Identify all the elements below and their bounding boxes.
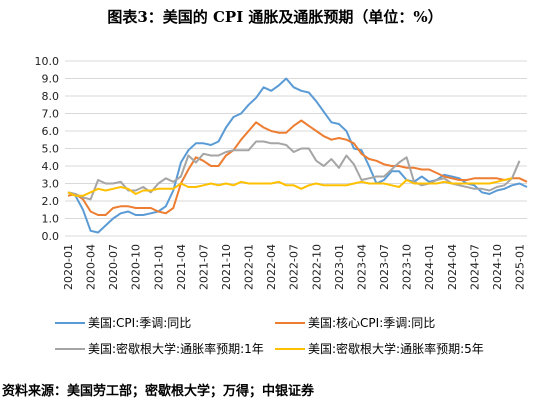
- legend-label: 美国:密歇根大学:通胀率预期:1年: [88, 342, 264, 356]
- x-tick-label: 2022-10: [310, 244, 323, 290]
- x-tick-label: 2024-01: [423, 244, 436, 290]
- y-axis-ticks: 0.0 1.0 2.0 3.0 4.0 5.0 6.0 7.0 8.0 9.0 10.0: [35, 55, 60, 243]
- y-tick-label: 1.0: [42, 213, 60, 226]
- y-tick-label: 5.0: [42, 143, 60, 156]
- y-tick-label: 4.0: [42, 160, 60, 173]
- line-chart: 0.0 1.0 2.0 3.0 4.0 5.0 6.0 7.0 8.0 9.0 10.0 2020-…: [35, 55, 528, 290]
- x-tick-label: 2022-04: [265, 244, 278, 290]
- source-note: 资料来源：美国劳工部；密歇根大学；万得；中银证券: [2, 384, 315, 399]
- y-tick-label: 3.0: [42, 178, 60, 191]
- x-axis-ticks: 2020-01 2020-04 2020-07 2020-10 2021-01 2021-…: [62, 244, 526, 290]
- series-line-3: [67, 140, 521, 201]
- y-tick-label: 2.0: [42, 195, 60, 208]
- x-tick-label: 2023-10: [401, 244, 414, 290]
- y-tick-label: 0.0: [42, 230, 60, 243]
- series-line-4: [67, 177, 513, 197]
- y-tick-label: 8.0: [42, 90, 60, 103]
- x-tick-label: 2020-07: [107, 244, 120, 290]
- legend-label: 美国:CPI:季调:同比: [88, 316, 192, 330]
- series-line-2: [67, 119, 528, 216]
- x-tick-label: 2022-01: [243, 244, 256, 290]
- x-tick-label: 2023-07: [378, 244, 391, 290]
- x-tick-label: 2024-07: [468, 244, 481, 290]
- x-tick-label: 2020-10: [130, 244, 143, 290]
- x-tick-label: 2023-04: [355, 244, 368, 290]
- x-tick-label: 2025-01: [513, 244, 526, 290]
- y-tick-label: 10.0: [35, 55, 60, 68]
- y-tick-label: 6.0: [42, 125, 60, 138]
- legend-label: 美国:密歇根大学:通胀率预期:5年: [308, 342, 484, 356]
- x-tick-label: 2021-10: [220, 244, 233, 290]
- chart-title: 图表3：美国的 CPI 通胀及通胀预期（单位：%）: [107, 8, 443, 26]
- x-tick-label: 2023-01: [333, 244, 346, 290]
- x-tick-label: 2022-07: [288, 244, 301, 290]
- x-tick-label: 2020-01: [62, 244, 75, 290]
- x-tick-label: 2021-01: [152, 244, 165, 290]
- legend-swatch: [55, 348, 85, 350]
- gridlines: [65, 60, 527, 237]
- legend-swatch: [55, 322, 85, 324]
- x-tick-label: 2020-04: [85, 244, 98, 290]
- x-tick-label: 2024-04: [446, 244, 459, 290]
- series-line-1: [67, 77, 528, 234]
- y-tick-label: 9.0: [42, 73, 60, 86]
- x-tick-label: 2021-07: [197, 244, 210, 290]
- y-tick-label: 7.0: [42, 108, 60, 121]
- x-tick-label: 2021-04: [175, 244, 188, 290]
- series-group: [67, 77, 528, 234]
- x-tick-label: 2024-10: [491, 244, 504, 290]
- legend-swatch: [275, 348, 305, 350]
- legend-label: 美国:核心CPI:季调:同比: [308, 316, 436, 330]
- legend-swatch: [275, 322, 305, 324]
